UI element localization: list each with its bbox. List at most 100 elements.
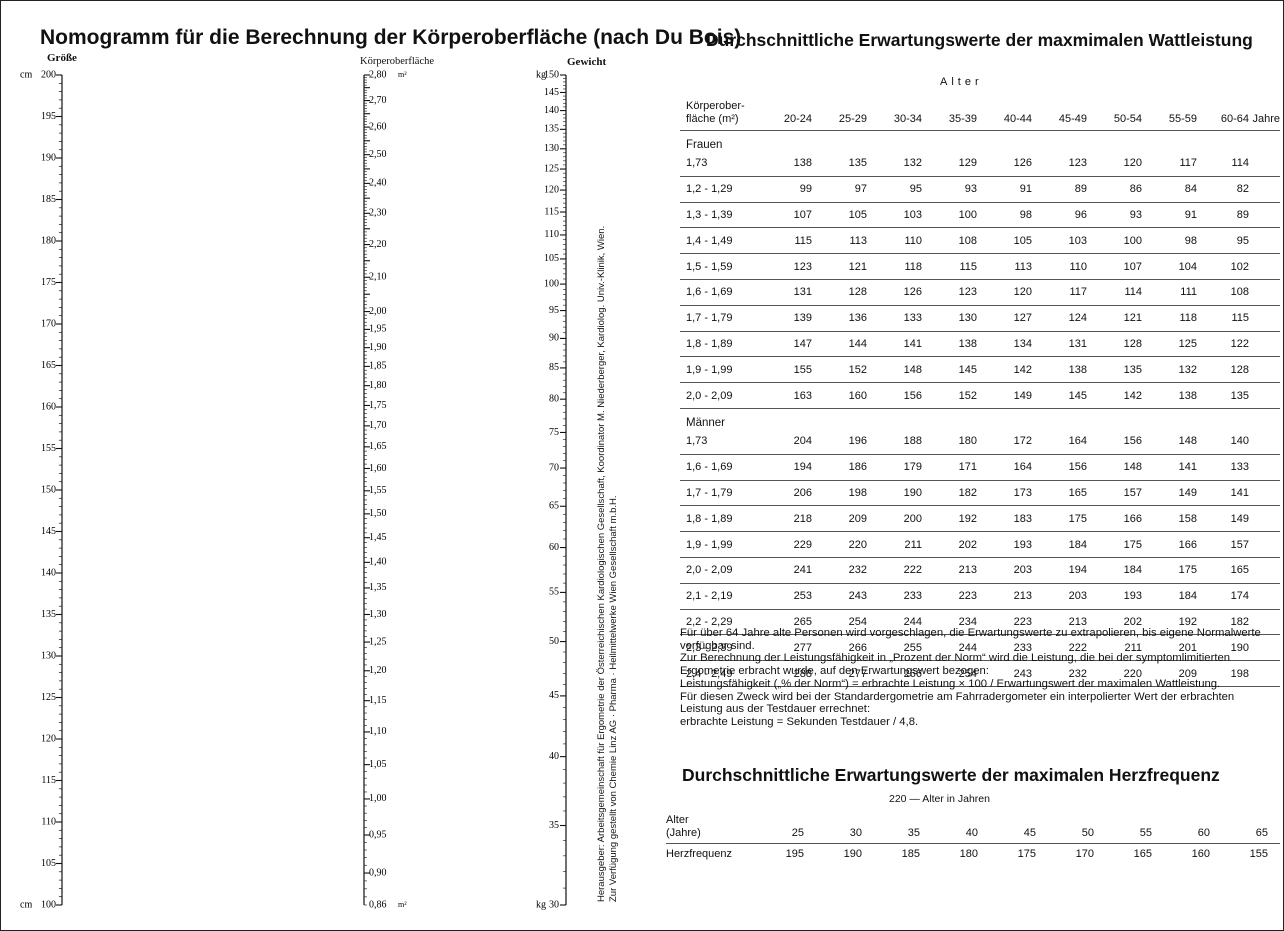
row-label: 1,5 - 1,59 (680, 253, 762, 280)
table-cell: 125 (1142, 331, 1197, 358)
table-cell: 203 (977, 557, 1032, 584)
table-cell: 95 (867, 176, 922, 203)
table-cell: 183 (977, 505, 1032, 533)
table-cell: 184 (1087, 557, 1142, 584)
age-row-label-line-1: Alter (666, 814, 689, 826)
age-cell: 25 (736, 814, 804, 844)
weight-tick-label: 80 (549, 393, 559, 404)
table-cell: 192 (1142, 609, 1197, 636)
weight-tick-label: 95 (549, 305, 559, 316)
group-heading: Männer (686, 416, 725, 429)
table-cell: 144 (812, 331, 867, 358)
area-tick-label: 0,95 (369, 829, 387, 840)
table-cell: 220 (1087, 660, 1142, 687)
area-tick-label: 1,75 (369, 400, 387, 411)
table-cell: 174 (1197, 583, 1249, 610)
table-cell: 145 (922, 356, 977, 384)
table-cell: 156 (1087, 428, 1142, 455)
table-cell: 138 (1032, 356, 1087, 384)
age-cell: 50 (1036, 814, 1094, 844)
table-cell: 160 (812, 382, 867, 409)
table-cell: 158 (1142, 505, 1197, 533)
height-tick-label: 170 (41, 318, 56, 329)
table-cell: 135 (1087, 356, 1142, 384)
table-cell: 134 (977, 331, 1032, 358)
table-cell: 122 (1197, 331, 1249, 358)
age-cell: 65 (1210, 814, 1268, 844)
table-cell: 202 (922, 531, 977, 558)
age-header: Alter (940, 76, 983, 88)
table-cell: 115 (1197, 305, 1249, 332)
spacer-cell (1249, 253, 1280, 280)
table-cell: 148 (1087, 454, 1142, 481)
table-cell: 95 (1197, 227, 1249, 255)
table-cell: 149 (1197, 505, 1249, 533)
row-label: 1,8 - 1,89 (680, 505, 762, 533)
table-cell: 113 (812, 227, 867, 255)
table-row: 1,8 - 1,89 218 209 200 192 183 175 166 158 149 (680, 505, 1280, 533)
table-cell: 157 (1087, 480, 1142, 507)
height-scale-header: Größe (47, 52, 77, 64)
table-cell: 135 (1197, 382, 1249, 409)
table-cell: 89 (1197, 202, 1249, 229)
heart-rate-table: Alter (Jahre) 25 30 35 40 45 50 55 60 65… (666, 814, 1280, 860)
table-cell: 110 (1032, 253, 1087, 280)
table-cell: 138 (1142, 382, 1197, 409)
table-cell: 200 (867, 505, 922, 533)
spacer-cell (1249, 531, 1280, 558)
height-tick-label: 175 (41, 277, 56, 288)
weight-tick-label: 130 (544, 143, 559, 154)
table-row: 1,7 - 1,79 139 136 133 130 127 124 121 118 115 (680, 305, 1280, 332)
table-cell: 132 (867, 151, 922, 177)
table-cell: 141 (1142, 454, 1197, 481)
table-row: 2,3 - 2,39 277 266 255 244 233 222 211 201 190 (680, 634, 1280, 662)
table-cell: 99 (762, 176, 812, 203)
area-tick-label: 1,35 (369, 582, 387, 593)
age-row-label: Alter (Jahre) (666, 814, 736, 844)
table-cell: 86 (1087, 176, 1142, 203)
weight-tick-label: 30 (549, 899, 559, 910)
area-unit-top: m² (398, 70, 407, 79)
table-cell: 148 (1142, 428, 1197, 455)
height-tick-label: 145 (41, 526, 56, 537)
area-tick-label: 1,30 (369, 609, 387, 620)
table-row: 2,1 - 2,19 253 243 233 223 213 203 193 184 174 (680, 583, 1280, 610)
height-tick-label: 130 (41, 650, 56, 661)
table-cell: 156 (1032, 454, 1087, 481)
age-cell: 35 (862, 814, 920, 844)
table-cell: 233 (977, 634, 1032, 662)
table-cell: 118 (1142, 305, 1197, 332)
table-cell: 220 (812, 531, 867, 558)
table-cell: 164 (977, 454, 1032, 481)
table-cell: 111 (1142, 279, 1197, 306)
area-tick-label: 1,90 (369, 342, 387, 353)
table-cell: 164 (1032, 428, 1087, 455)
table-cell: 133 (867, 305, 922, 332)
spacer-cell (1249, 356, 1280, 384)
note: erbrachte Leistung = Sekunden Testdauer … (680, 715, 919, 728)
area-tick-label: 1,20 (369, 665, 387, 676)
table-cell: 148 (867, 356, 922, 384)
table-cell: 129 (922, 151, 977, 177)
weight-tick-label: 145 (544, 87, 559, 98)
table-cell: 204 (762, 428, 812, 455)
area-tick-label: 1,70 (369, 420, 387, 431)
table-cell: 126 (977, 151, 1032, 177)
age-col: 40-44 (977, 100, 1032, 131)
table-cell: 193 (977, 531, 1032, 558)
height-tick-label: 165 (41, 360, 56, 371)
spacer-cell (1249, 609, 1280, 636)
table-cell: 108 (1197, 279, 1249, 306)
table-cell: 175 (1032, 505, 1087, 533)
table-cell: 213 (977, 583, 1032, 610)
weight-tick-label: 85 (549, 362, 559, 373)
table-row: 2,0 - 2,09 163 160 156 152 149 145 142 138 135 (680, 382, 1280, 409)
nomogram-tick-labels: 200 195 190 185 180 175 170 165 160 155 150 145 140 1… (20, 69, 559, 910)
heart-rate-age-row: Alter (Jahre) 25 30 35 40 45 50 55 60 65 (666, 814, 1280, 844)
height-tick-label: 150 (41, 484, 56, 495)
area-tick-label: 1,85 (369, 361, 387, 372)
area-tick-label: 2,30 (369, 208, 387, 219)
table-cell: 173 (977, 480, 1032, 507)
weight-tick-label: 40 (549, 751, 559, 762)
area-unit-bottom: m² (398, 900, 407, 909)
